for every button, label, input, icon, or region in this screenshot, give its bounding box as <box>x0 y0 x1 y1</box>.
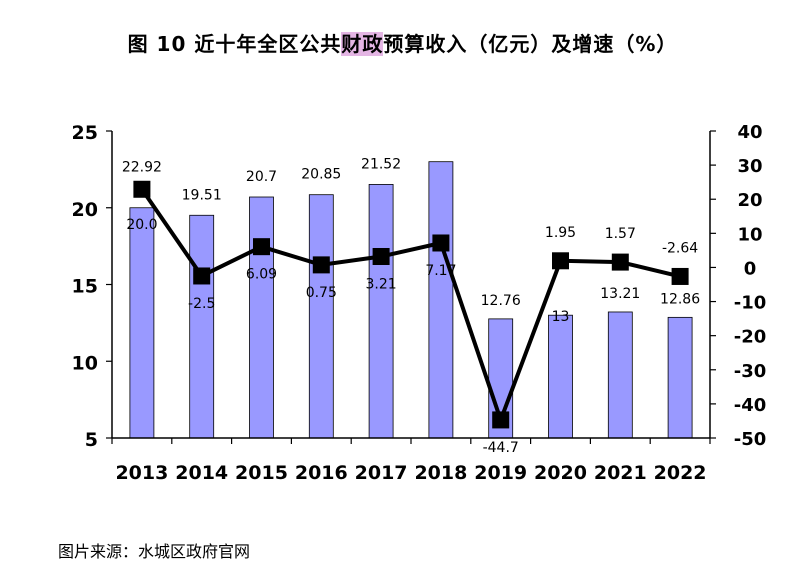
growth-marker <box>193 267 211 285</box>
x-tick-label: 2018 <box>414 462 467 484</box>
growth-value-label: 0.75 <box>306 285 337 301</box>
y-right-tick-label: -20 <box>734 327 767 348</box>
y-right-tick-label: 10 <box>737 224 762 245</box>
bar <box>607 311 633 439</box>
y-right-tick-label: -10 <box>734 293 767 314</box>
growth-marker <box>133 180 151 198</box>
title-suffix: 预算收入（亿元）及增速（%） <box>383 32 678 56</box>
bar-value-label: 13.21 <box>600 286 640 302</box>
x-tick-label: 2016 <box>295 462 348 484</box>
bar <box>548 314 573 439</box>
title-highlight: 财政 <box>341 32 384 56</box>
growth-value-label: -44.7 <box>483 440 519 456</box>
bar <box>308 194 334 439</box>
x-tick-label: 2021 <box>594 462 647 484</box>
bar-value-label: 20.0 <box>126 217 157 233</box>
growth-value-label: 1.57 <box>605 226 636 242</box>
x-tick-label: 2020 <box>534 462 587 484</box>
growth-marker <box>312 256 330 274</box>
y-left-tick-label: 10 <box>72 352 98 374</box>
growth-value-label: 7.17 <box>425 263 456 279</box>
y-right-tick-label: 30 <box>737 156 762 177</box>
bar <box>189 214 215 439</box>
growth-marker <box>432 234 450 252</box>
growth-marker <box>671 267 689 285</box>
x-tick-label: 2019 <box>474 462 527 484</box>
y-right-tick-label: -50 <box>734 429 767 450</box>
growth-value-label: 6.09 <box>246 267 277 283</box>
y-left-tick-label: 20 <box>72 199 98 221</box>
bar <box>249 196 274 439</box>
y-right-tick-label: 0 <box>744 258 757 279</box>
bar-value-label: 20.85 <box>301 167 341 183</box>
growth-value-label: 22.92 <box>122 159 162 175</box>
x-tick-label: 2014 <box>175 462 228 484</box>
title-prefix: 图 10 近十年全区公共 <box>127 32 342 56</box>
x-tick-label: 2013 <box>115 462 168 484</box>
growth-value-label: 1.95 <box>545 225 576 241</box>
bar-value-label: 19.51 <box>182 187 222 203</box>
y-left-tick-label: 5 <box>85 429 98 451</box>
y-left-tick-label: 25 <box>72 122 98 144</box>
bar-value-label: 12.86 <box>660 291 700 307</box>
x-tick-label: 2015 <box>235 462 288 484</box>
bar-value-label: 20.7 <box>246 169 277 185</box>
bar <box>428 161 454 439</box>
y-right-tick-label: -30 <box>734 361 767 382</box>
source-note: 图片来源：水城区政府官网 <box>58 542 251 561</box>
growth-marker <box>611 253 629 271</box>
y-right-tick-label: 40 <box>737 122 762 143</box>
bar-value-label: 13 <box>552 309 570 325</box>
growth-line <box>140 188 681 426</box>
y-right-tick-label: -40 <box>734 395 767 416</box>
growth-marker <box>552 252 569 270</box>
growth-marker <box>253 238 270 256</box>
bar <box>368 184 394 439</box>
growth-value-label: -2.5 <box>188 296 215 312</box>
x-tick-label: 2022 <box>654 462 707 484</box>
growth-marker <box>492 411 510 429</box>
bar <box>667 316 693 439</box>
y-left-tick-label: 15 <box>72 276 98 298</box>
bar <box>129 207 155 439</box>
x-tick-label: 2017 <box>355 462 408 484</box>
chart-title: 图 10 近十年全区公共财政预算收入（亿元）及增速（%） <box>0 28 805 57</box>
bar-value-label: 12.76 <box>481 293 521 309</box>
growth-value-label: -2.64 <box>662 240 698 256</box>
y-right-tick-label: 20 <box>737 190 762 211</box>
bar-value-label: 21.52 <box>361 156 401 172</box>
growth-marker <box>372 247 390 265</box>
growth-value-label: 3.21 <box>366 276 397 292</box>
